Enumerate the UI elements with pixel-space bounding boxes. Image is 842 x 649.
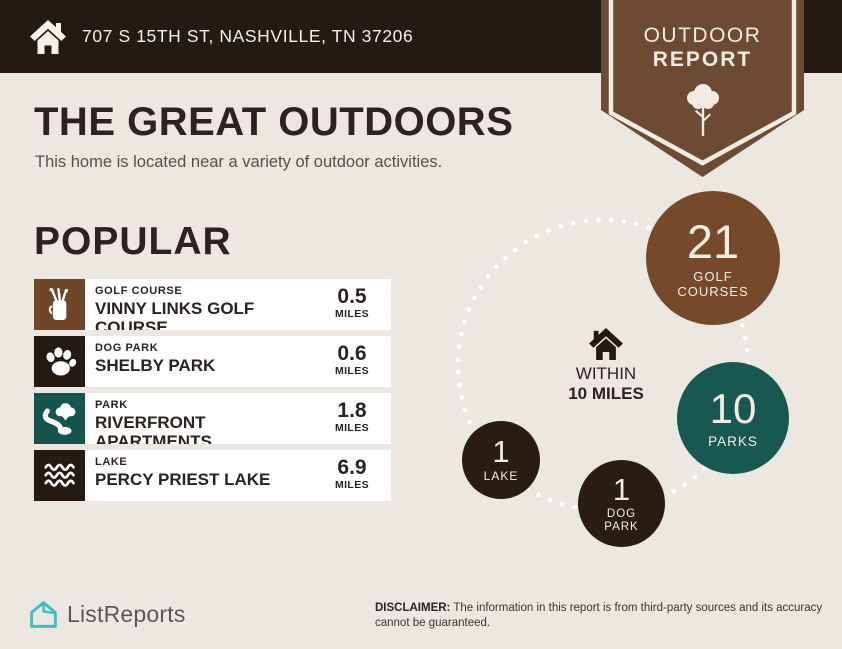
popular-list: GOLF COURSE VINNY LINKS GOLF COURSE 0.5 … — [34, 279, 391, 507]
list-item: LAKE PERCY PRIEST LAKE 6.9 MILES — [34, 450, 391, 501]
item-name: PERCY PRIEST LAKE — [95, 470, 271, 489]
item-name: RIVERFRONT APARTMENTS — [95, 413, 212, 444]
list-item: DOG PARK SHELBY PARK 0.6 MILES — [34, 336, 391, 387]
disclaimer-label: DISCLAIMER: — [375, 602, 451, 614]
badge-title-line2: REPORT — [652, 48, 753, 71]
tree-icon — [687, 84, 719, 136]
paw-icon — [45, 346, 76, 375]
item-distance: 1.8 MILES — [334, 399, 370, 435]
item-category: DOG PARK — [95, 342, 159, 354]
brand-name: ListReports — [67, 601, 186, 627]
page-title: THE GREAT OUTDOORS — [34, 100, 514, 144]
stat-label: LAKE — [483, 469, 519, 483]
stat-parks: 10 PARKS — [677, 362, 789, 474]
disclaimer-text: DISCLAIMER: The information in this repo… — [375, 602, 823, 629]
item-distance: 0.6 MILES — [334, 342, 370, 378]
stat-label: DOG PARK — [604, 507, 639, 533]
list-item: GOLF COURSE VINNY LINKS GOLF COURSE 0.5 … — [34, 279, 391, 330]
stat-count: 1 — [612, 471, 631, 507]
stat-count: 10 — [709, 384, 757, 432]
item-category: PARK — [95, 399, 128, 411]
badge-title-line1: OUTDOOR — [643, 24, 762, 47]
popular-heading: POPULAR — [34, 220, 232, 263]
golf-bag-icon — [48, 287, 68, 320]
item-name: VINNY LINKS GOLF COURSE — [95, 299, 255, 330]
stat-label: PARKS — [708, 433, 758, 449]
home-icon — [589, 328, 623, 360]
stat-dog-park: 1 DOG PARK — [578, 460, 665, 547]
item-distance: 6.9 MILES — [334, 456, 370, 492]
page-subtitle: This home is located near a variety of o… — [35, 153, 443, 171]
list-item: PARK RIVERFRONT APARTMENTS 1.8 MILES — [34, 393, 391, 444]
stat-count: 21 — [686, 214, 740, 268]
waves-icon — [43, 463, 75, 487]
item-distance: 0.5 MILES — [334, 285, 370, 321]
home-icon — [30, 19, 66, 54]
listreports-house-icon — [30, 601, 57, 628]
item-category: LAKE — [95, 456, 128, 468]
stat-label: GOLF COURSES — [677, 268, 749, 299]
stat-lake: 1 LAKE — [462, 421, 540, 499]
property-address: 707 S 15TH ST, NASHVILLE, TN 37206 — [82, 26, 414, 46]
radius-distance-label: 10 MILES — [568, 384, 644, 403]
listreports-logo: ListReports — [28, 599, 186, 630]
radius-within-label: WITHIN — [575, 364, 637, 383]
outdoor-report-badge: OUTDOOR REPORT — [601, 0, 804, 185]
park-icon — [42, 402, 75, 435]
stat-golf-courses: 21 GOLF COURSES — [646, 191, 780, 325]
stat-count: 1 — [492, 434, 510, 469]
radius-caption: WITHIN 10 MILES — [536, 364, 676, 404]
item-category: GOLF COURSE — [95, 285, 183, 297]
item-name: SHELBY PARK — [95, 356, 216, 375]
